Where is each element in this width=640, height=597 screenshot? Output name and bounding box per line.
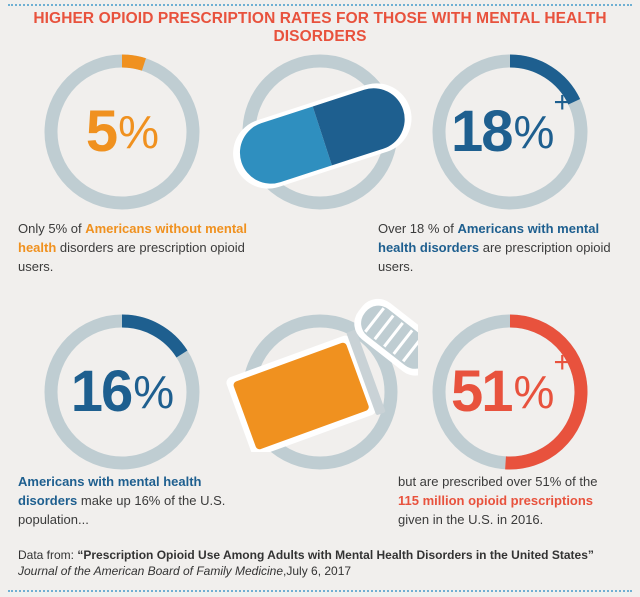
source-prefix: Data from: [18, 548, 78, 562]
ring-chart-prescriptions-share: 51% + [430, 312, 590, 472]
caption-bold: 115 million opioid prescriptions [398, 493, 594, 508]
caption-text: disorders are prescription opioid users. [18, 240, 245, 274]
pct-symbol: % [513, 366, 555, 418]
ring-svg [432, 54, 588, 210]
caption-text: but are prescribed over 51% of the [398, 474, 598, 489]
pct-symbol: % [133, 366, 174, 418]
pct-number: 16 [70, 359, 133, 424]
source-journal: Journal of the American Board of Family … [18, 564, 284, 578]
ring-chart-with-disorders: 18% + [430, 52, 590, 212]
ring-svg [432, 314, 588, 470]
source-date: ,July 6, 2017 [283, 564, 352, 578]
ring-percentage: 16% [42, 312, 202, 472]
ring-percentage: 5% [42, 52, 202, 212]
caption-bold: Americans with mental health [18, 474, 202, 489]
source-title: “Prescription Opioid Use Among Adults wi… [77, 548, 594, 562]
ring-arc [505, 314, 588, 470]
capsule-pill-icon [233, 83, 412, 189]
caption-prescriptions-share: but are prescribed over 51% of the 115 m… [398, 472, 628, 529]
ring-percentage: 51% + [430, 312, 590, 472]
ring-arc [121, 314, 188, 358]
pct-plus: + [553, 86, 570, 119]
caption-bold: health [18, 240, 57, 255]
caption-bold: Americans without mental [85, 221, 248, 236]
pct-number: 5 [85, 99, 118, 164]
pct-plus: + [553, 346, 570, 379]
infographic-title: HIGHER OPIOID PRESCRIPTION RATES FOR THO… [33, 10, 607, 45]
pct-number: 18 [451, 99, 513, 164]
ring-svg [44, 314, 200, 470]
source-line-1: Data from: “Prescription Opioid Use Amon… [18, 547, 594, 563]
top-dotted-line [8, 4, 632, 6]
caption-bold: disorders [18, 493, 78, 508]
bottom-dotted-line [8, 590, 632, 592]
caption-bold: health disorders [378, 240, 480, 255]
pill-bottle-icon [226, 298, 418, 452]
ring-percentage: 18% + [430, 52, 590, 212]
caption-text: Over 18 % of [378, 221, 458, 236]
pct-symbol: % [118, 106, 159, 158]
ring-svg [44, 54, 200, 210]
source-line-2: Journal of the American Board of Family … [18, 563, 594, 579]
ring-arc [121, 54, 146, 71]
ring-chart-population-share: 16% [42, 312, 202, 472]
source-citation: Data from: “Prescription Opioid Use Amon… [18, 547, 594, 579]
caption-text: are prescription opioid users. [378, 240, 611, 274]
pct-number: 51 [451, 359, 513, 424]
caption-text: make up 16% of the U.S. population... [18, 493, 226, 527]
caption-without-disorders: Only 5% of Americans without mental heal… [18, 219, 268, 276]
caption-with-disorders: Over 18 % of Americans with mental healt… [378, 219, 623, 276]
caption-bold: Americans with mental [457, 221, 600, 236]
caption-text: given in the U.S. in 2016. [398, 512, 544, 527]
ring-arc [509, 54, 581, 105]
caption-population-share: Americans with mental health disorders m… [18, 472, 228, 529]
pct-symbol: % [513, 106, 555, 158]
ring-chart-without-disorders: 5% [42, 52, 202, 212]
caption-text: Only 5% of [18, 221, 86, 236]
